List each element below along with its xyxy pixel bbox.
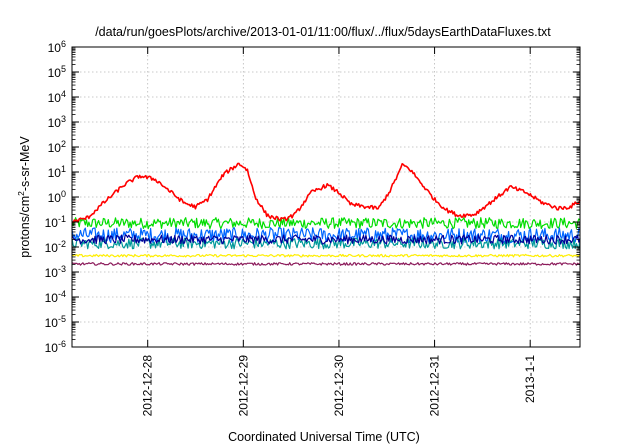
y-axis-label-pre: protons/cm (18, 196, 32, 258)
y-tick-label: 103 (48, 114, 66, 130)
y-tick-label: 100 (48, 189, 66, 205)
y-tick-label: 10-2 (45, 239, 66, 255)
y-tick-label: 105 (48, 64, 66, 80)
series-line-1 (71, 162, 581, 223)
chart-title: /data/run/goesPlots/archive/2013-01-01/1… (95, 25, 551, 39)
axes: 10-6 10-5 10-4 10-3 10-2 10-1 100 101 102 103 104 1… (45, 39, 580, 416)
x-tick-label: 2013-1-1 (523, 355, 537, 403)
y-tick-label: 10-3 (45, 264, 66, 280)
x-tick-label: 2012-12-30 (332, 355, 346, 417)
x-tick-label: 2012-12-31 (428, 355, 442, 417)
y-tick-label: 102 (48, 139, 66, 155)
x-axis-label: Coordinated Universal Time (UTC) (228, 430, 420, 444)
y-axis-label-sup: 2 (16, 191, 26, 196)
y-tick-label: 10-5 (45, 314, 66, 330)
series-line-7 (71, 262, 581, 266)
series-layer (71, 162, 581, 266)
y-tick-label: 101 (48, 164, 66, 180)
y-tick-label: 10-4 (45, 289, 66, 305)
y-tick-label: 10-1 (45, 214, 66, 230)
x-tick-label: 2012-12-28 (141, 355, 155, 417)
grid (72, 47, 580, 347)
y-axis-label-post: -s-sr-MeV (18, 136, 32, 192)
series-line-6 (71, 253, 581, 258)
y-tick-label: 106 (48, 39, 66, 55)
series-line-5 (71, 234, 581, 245)
series-line-2 (71, 217, 581, 230)
y-tick-label: 10-6 (45, 339, 66, 355)
y-tick-label: 104 (48, 89, 66, 105)
x-tick-label: 2012-12-29 (236, 355, 250, 417)
y-axis-label: protons/cm2-s-sr-MeV (16, 136, 32, 258)
